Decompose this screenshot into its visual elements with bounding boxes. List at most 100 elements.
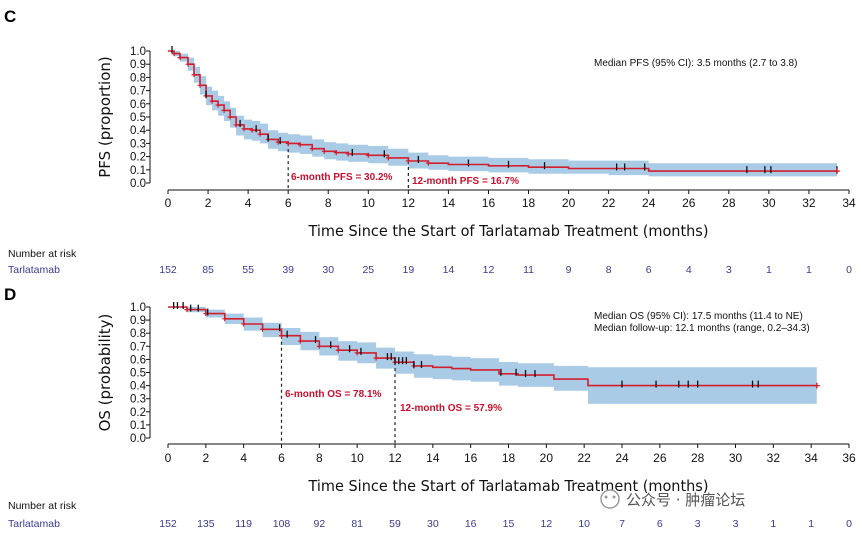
risk-count: 3 — [733, 518, 739, 530]
event-marker — [285, 140, 291, 146]
risk-count: 3 — [726, 264, 732, 276]
risk-count: 1 — [808, 518, 814, 530]
risk-count: 8 — [606, 264, 612, 276]
x-tick-label: 22 — [577, 451, 591, 465]
x-tick-label: 30 — [729, 451, 743, 465]
risk-table-group: Tarlatamab — [8, 518, 60, 530]
watermark-text: 公众号 · 肿瘤论坛 — [626, 491, 745, 509]
x-tick-label: 32 — [767, 451, 781, 465]
y-tick-label: 0.8 — [130, 328, 146, 340]
y-tick-label: 0.5 — [130, 368, 146, 380]
y-tick-label: 0.7 — [130, 341, 146, 353]
median-annotation: Median OS (95% CI): 17.5 months (11.4 to… — [594, 311, 803, 322]
event-marker — [321, 148, 327, 154]
risk-count: 30 — [322, 264, 334, 276]
x-tick-label: 8 — [316, 451, 323, 465]
y-axis-title: OS (probability) — [96, 314, 114, 432]
risk-count: 81 — [351, 518, 363, 530]
event-marker — [233, 122, 239, 128]
x-tick-label: 0 — [165, 196, 172, 210]
event-marker — [260, 326, 266, 332]
event-marker — [185, 61, 191, 67]
x-tick-label: 26 — [653, 451, 667, 465]
event-marker — [241, 321, 247, 327]
y-tick-label: 0.3 — [130, 138, 146, 150]
event-marker — [221, 107, 227, 113]
x-tick-label: 12 — [402, 196, 416, 210]
x-tick-label: 20 — [540, 451, 554, 465]
event-marker — [405, 158, 411, 164]
panel-d: D0.00.10.20.30.40.50.60.70.80.91.00 2 4 6 8 1… — [4, 285, 856, 530]
event-marker — [197, 82, 203, 88]
risk-count: 14 — [443, 264, 455, 276]
risk-table-title: Number at risk — [8, 248, 77, 260]
y-tick-label: 0.2 — [130, 407, 146, 419]
risk-count: 10 — [578, 518, 590, 530]
event-marker — [373, 355, 379, 361]
wechat-icon-eye — [604, 495, 608, 499]
risk-count: 152 — [159, 518, 177, 530]
y-tick-label: 0.5 — [130, 112, 146, 124]
x-tick-label: 10 — [362, 196, 376, 210]
event-marker — [297, 338, 303, 344]
x-tick-label: 4 — [240, 451, 247, 465]
curve-end-marker — [813, 382, 820, 389]
event-marker — [177, 55, 183, 61]
event-marker — [425, 160, 431, 166]
x-tick-label: 24 — [615, 451, 629, 465]
risk-count: 1 — [766, 264, 772, 276]
x-tick-label: 4 — [245, 196, 252, 210]
curve-end-marker — [833, 168, 840, 175]
risk-count: 1 — [806, 264, 812, 276]
y-tick-label: 0.8 — [130, 72, 146, 84]
median-annotation: Median PFS (95% CI): 3.5 months (2.7 to … — [594, 58, 797, 69]
event-marker — [257, 131, 263, 137]
risk-count: 30 — [427, 518, 439, 530]
x-tick-label: 18 — [522, 196, 536, 210]
risk-count: 3 — [695, 518, 701, 530]
risk-count: 6 — [657, 518, 663, 530]
x-tick-label: 34 — [842, 196, 856, 210]
event-marker — [249, 127, 255, 133]
y-tick-label: 0.3 — [130, 394, 146, 406]
risk-count: 0 — [846, 264, 852, 276]
y-tick-label: 0.9 — [130, 59, 146, 71]
x-tick-label: 0 — [165, 451, 172, 465]
risk-count: 12 — [483, 264, 495, 276]
risk-count: 16 — [465, 518, 477, 530]
risk-count: 4 — [686, 264, 692, 276]
risk-table-title: Number at risk — [8, 500, 77, 512]
x-axis-title: Time Since the Start of Tarlatamab Treat… — [308, 222, 709, 240]
event-marker — [279, 333, 284, 339]
event-marker — [215, 102, 221, 108]
risk-count: 7 — [619, 518, 625, 530]
confidence-band — [168, 51, 837, 177]
event-marker — [309, 146, 315, 152]
risk-count: 119 — [235, 518, 252, 530]
event-marker — [354, 350, 360, 356]
x-tick-label: 14 — [426, 451, 440, 465]
event-marker — [335, 347, 341, 353]
event-marker — [222, 316, 228, 322]
event-marker — [184, 307, 190, 313]
risk-count: 25 — [362, 264, 374, 276]
risk-count: 6 — [646, 264, 652, 276]
panel-c: C0.00.10.20.30.40.50.60.70.80.91.00 2 4 6 8 1… — [4, 7, 856, 276]
x-tick-label: 16 — [464, 451, 478, 465]
x-tick-label: 16 — [482, 196, 496, 210]
x-tick-label: 28 — [722, 196, 736, 210]
y-tick-label: 1.0 — [130, 46, 146, 58]
x-tick-label: 18 — [502, 451, 516, 465]
event-marker — [171, 51, 177, 57]
x-tick-label: 2 — [202, 451, 209, 465]
panel-letter: C — [4, 7, 16, 26]
panel-letter: D — [4, 285, 16, 304]
event-marker — [241, 126, 247, 132]
milestone-label: 12-month OS = 57.9% — [400, 403, 502, 414]
y-tick-label: 0.6 — [130, 354, 146, 366]
event-marker — [385, 155, 391, 161]
wechat-icon — [600, 489, 620, 509]
confidence-band — [168, 307, 817, 404]
y-tick-label: 0.6 — [130, 99, 146, 111]
